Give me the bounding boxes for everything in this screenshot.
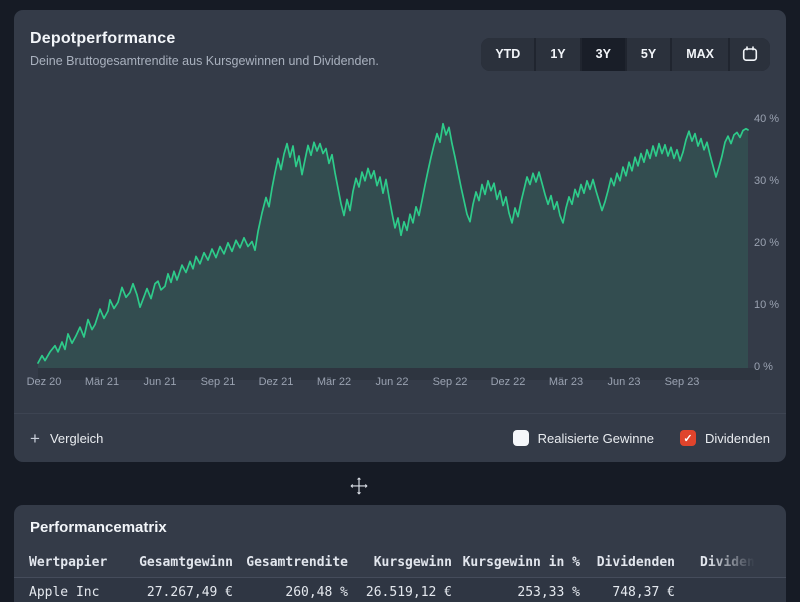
table-cell: Apple Inc (29, 584, 100, 600)
x-axis-tick: Mär 23 (548, 376, 584, 388)
checkbox-label: Dividenden (704, 430, 770, 446)
y-axis-tick: 40 % (754, 113, 780, 125)
checkbox[interactable]: Dividenden (679, 430, 770, 446)
table-header-cell: Gesamtgewinn (139, 554, 233, 570)
checkbox-label: Realisierte Gewinne (537, 430, 654, 446)
x-axis-tick: Mär 22 (316, 376, 352, 388)
chart-footer: + Vergleich Realisierte Gewinne Dividend… (30, 414, 770, 462)
area-chart-svg (37, 122, 760, 380)
x-axis-tick: Sep 21 (200, 376, 236, 388)
table-cell: 26.519,12 € (365, 584, 452, 600)
chart-area-fill (38, 123, 748, 368)
range-button[interactable]: MAX (672, 38, 728, 71)
depotperformance-card: Depotperformance Deine Bruttogesamtrendi… (14, 10, 786, 462)
range-button[interactable]: 5Y (626, 38, 671, 71)
plus-icon: + (30, 428, 40, 448)
performance-table: Wertpapier Gesamtgewinn Gesamtrendite Ku… (14, 549, 786, 602)
table-cell: 253,33 % (517, 584, 580, 600)
y-axis-tick: 20 % (754, 237, 780, 249)
table-header-cell: Kursgewinn (373, 554, 452, 570)
x-axis-tick: Sep 22 (432, 376, 468, 388)
checkbox-checked-icon (679, 430, 696, 446)
time-range-segmented-control: YTD 1Y 3Y 5Y MAX (481, 38, 770, 71)
table-header-cell: Gesamtrendite (246, 554, 348, 570)
move-cursor-icon (348, 475, 370, 497)
table-cell: 748,37 € (612, 584, 675, 600)
checkbox-unchecked-icon (512, 430, 529, 446)
table-header-cell: Wertpapier (29, 554, 108, 570)
performance-chart[interactable] (14, 100, 786, 380)
vergleich-label: Vergleich (49, 430, 104, 446)
checkbox[interactable]: Realisierte Gewinne (512, 430, 654, 446)
page-subtitle: Deine Bruttogesamtrendite aus Kursgewinn… (30, 54, 379, 68)
x-axis-tick: Dez 22 (490, 376, 526, 388)
table-cell: 260,48 % (285, 584, 348, 600)
table-header-cell: Kursgewinn in % (462, 554, 580, 570)
table-cell: 27.267,49 € (146, 584, 233, 600)
baseline-band (38, 368, 760, 380)
range-button[interactable]: 3Y (581, 38, 625, 71)
x-axis-tick: Sep 23 (664, 376, 700, 388)
vergleich-button[interactable]: + Vergleich (30, 430, 103, 447)
table-header-cell: Dividenden (700, 554, 779, 570)
y-axis-tick: 0 % (754, 361, 773, 373)
calendar-icon[interactable] (730, 38, 770, 71)
range-button[interactable]: YTD (481, 38, 535, 71)
y-axis-tick: 30 % (754, 175, 780, 187)
x-axis-tick: Mär 21 (84, 376, 120, 388)
page-title: Depotperformance (30, 30, 176, 47)
range-button[interactable]: 1Y (536, 38, 580, 71)
x-axis: Dez 20 Mär 21 Jun 21 Sep 21 Dez 21 Mär 2… (14, 376, 786, 392)
x-axis-tick: Jun 23 (607, 376, 641, 388)
table-header-row: Wertpapier Gesamtgewinn Gesamtrendite Ku… (14, 549, 786, 575)
performancematrix-card: Performancematrix Wertpapier Gesamtgewin… (14, 505, 786, 602)
table-header-cell: Dividenden (596, 554, 675, 570)
chart-toggles: Realisierte Gewinne Dividenden (512, 430, 770, 446)
x-axis-tick: Dez 20 (26, 376, 62, 388)
x-axis-tick: Jun 21 (143, 376, 177, 388)
footer-divider (14, 413, 786, 414)
x-axis-tick: Jun 22 (375, 376, 409, 388)
table-divider (14, 577, 786, 578)
table-row[interactable]: Apple Inc 27.267,49 € 260,48 % 26.519,12… (14, 578, 786, 602)
x-axis-tick: Dez 21 (258, 376, 294, 388)
chart-line (37, 122, 749, 364)
matrix-title: Performancematrix (30, 519, 167, 536)
y-axis-tick: 10 % (754, 299, 780, 311)
